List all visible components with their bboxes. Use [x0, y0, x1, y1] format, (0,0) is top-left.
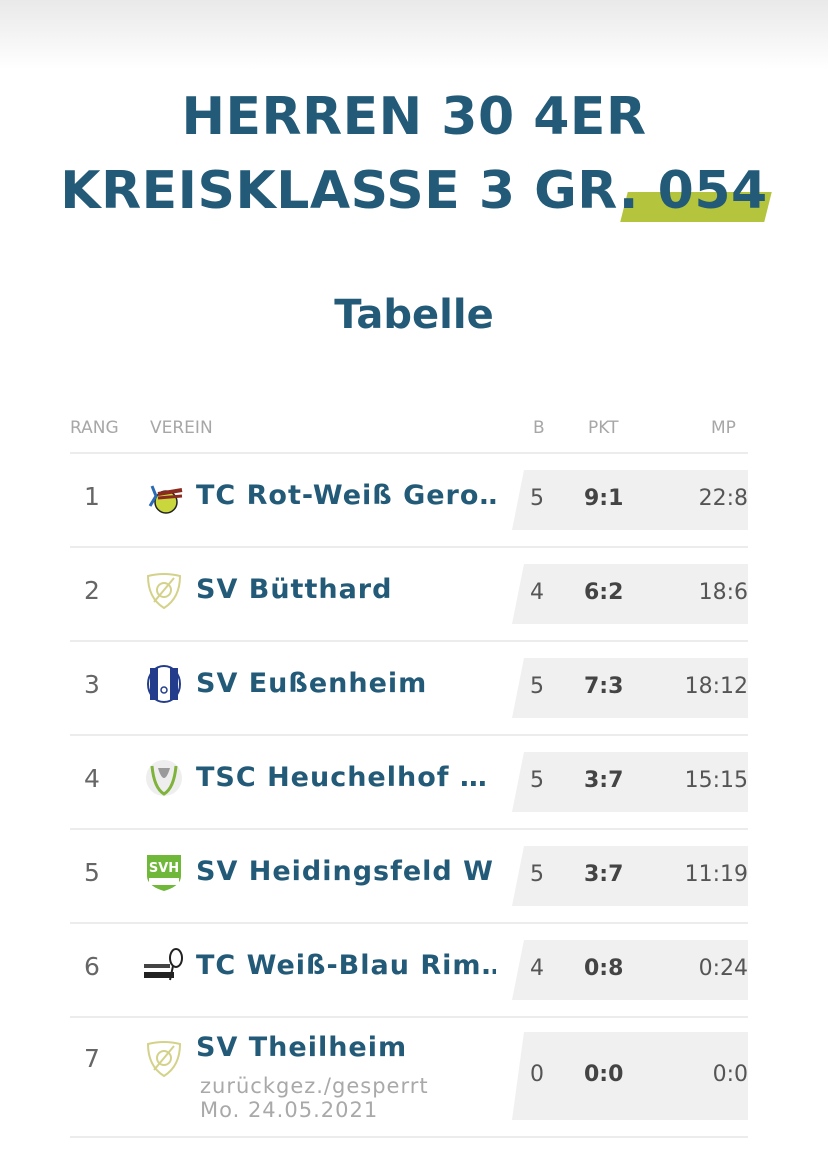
- games-played: 5: [530, 674, 544, 699]
- games-played: 4: [530, 956, 544, 981]
- table-row[interactable]: 2 SV Bütthard 4 6:2 18:6: [70, 548, 748, 642]
- rank: 4: [84, 764, 100, 793]
- table-row[interactable]: 7 SV Theilheim zurückgez./gesperrt Mo. 2…: [70, 1018, 748, 1136]
- club-name[interactable]: TC Rot-Weiß Gero…: [196, 480, 496, 511]
- row-divider: [70, 828, 748, 830]
- col-pkt: PKT: [588, 418, 619, 438]
- col-verein: VEREIN: [150, 418, 213, 438]
- points: 3:7: [584, 768, 624, 793]
- tc-rot-weiss-logo-icon: [148, 485, 183, 514]
- rank: 2: [84, 576, 100, 605]
- club-name[interactable]: TC Weiß-Blau Rim…: [196, 950, 496, 981]
- club-name[interactable]: SV Bütthard: [196, 574, 393, 605]
- match-points: 0:24: [698, 956, 748, 981]
- svg-text:SVH: SVH: [149, 861, 179, 876]
- col-b: B: [533, 418, 545, 438]
- page-title: HERREN 30 4ER KREISKLASSE 3 GR. 054: [0, 80, 828, 228]
- section-title: Tabelle: [334, 292, 494, 338]
- withdrawn-note: zurückgez./gesperrt: [200, 1074, 429, 1098]
- header-divider: [70, 452, 748, 454]
- points: 7:3: [584, 674, 624, 699]
- points: 3:7: [584, 862, 624, 887]
- club-name[interactable]: SV Theilheim: [196, 1032, 408, 1063]
- sv-heidingsfeld-logo-icon: SVH: [147, 855, 181, 891]
- tsc-heuchelhof-logo-icon: [146, 760, 182, 796]
- games-played: 4: [530, 580, 544, 605]
- points: 6:2: [584, 580, 624, 605]
- games-played: 5: [530, 862, 544, 887]
- table-row[interactable]: 6 TC Weiß-Blau Rim… 4 0:8 0:24: [70, 924, 748, 1018]
- table-row[interactable]: 5 SVH SV Heidingsfeld W… 5 3:7 11:19: [70, 830, 748, 924]
- match-points: 22:8: [698, 486, 748, 511]
- rank: 1: [84, 482, 100, 511]
- rank: 3: [84, 670, 100, 699]
- stats-box: 5 9:1 22:8: [512, 470, 748, 530]
- shield-placeholder-icon: [146, 573, 182, 610]
- club-name[interactable]: SV Heidingsfeld W…: [196, 856, 496, 887]
- points: 0:0: [584, 1062, 624, 1087]
- match-points: 11:19: [684, 862, 748, 887]
- row-divider: [70, 640, 748, 642]
- club-name[interactable]: SV Eußenheim: [196, 668, 428, 699]
- games-played: 5: [530, 486, 544, 511]
- stats-box: 4 6:2 18:6: [512, 564, 748, 624]
- games-played: 0: [530, 1062, 544, 1087]
- row-divider: [70, 1016, 748, 1018]
- stats-box: 5 3:7 15:15: [512, 752, 748, 812]
- row-divider: [70, 546, 748, 548]
- top-shade: [0, 0, 828, 70]
- shield-placeholder-icon: [146, 1041, 182, 1078]
- col-rang: RANG: [70, 418, 119, 438]
- stats-box: 5 3:7 11:19: [512, 846, 748, 906]
- row-divider: [70, 734, 748, 736]
- points: 9:1: [584, 486, 624, 511]
- stats-box: 4 0:8 0:24: [512, 940, 748, 1000]
- club-name[interactable]: TSC Heuchelhof …: [196, 762, 488, 793]
- match-points: 0:0: [712, 1062, 748, 1087]
- stats-box: 0 0:0 0:0: [512, 1032, 748, 1120]
- match-points: 18:12: [684, 674, 748, 699]
- match-points: 18:6: [698, 580, 748, 605]
- title-line-1: HERREN 30 4ER: [181, 87, 647, 147]
- withdrawn-date: Mo. 24.05.2021: [200, 1098, 379, 1122]
- row-divider: [70, 922, 748, 924]
- tc-weiss-blau-logo-icon: [144, 948, 183, 981]
- sv-eussenheim-logo-icon: [147, 665, 181, 703]
- rank: 6: [84, 952, 100, 981]
- rank: 5: [84, 858, 100, 887]
- table-header: RANG VEREIN B PKT MP: [70, 418, 748, 442]
- row-divider: [70, 1136, 748, 1138]
- games-played: 5: [530, 768, 544, 793]
- table-row[interactable]: 4 TSC Heuchelhof … 5 3:7 15:15: [70, 736, 748, 830]
- stats-box: 5 7:3 18:12: [512, 658, 748, 718]
- match-points: 15:15: [684, 768, 748, 793]
- table-row[interactable]: 3 SV Eußenheim 5 7:3 18:12: [70, 642, 748, 736]
- rank: 7: [84, 1044, 100, 1073]
- points: 0:8: [584, 956, 624, 981]
- col-mp: MP: [711, 418, 736, 438]
- title-line-2: KREISKLASSE 3 GR. 054: [60, 161, 768, 221]
- table-row[interactable]: 1 TC Rot-Weiß Gero… 5 9:1 22:8: [70, 454, 748, 548]
